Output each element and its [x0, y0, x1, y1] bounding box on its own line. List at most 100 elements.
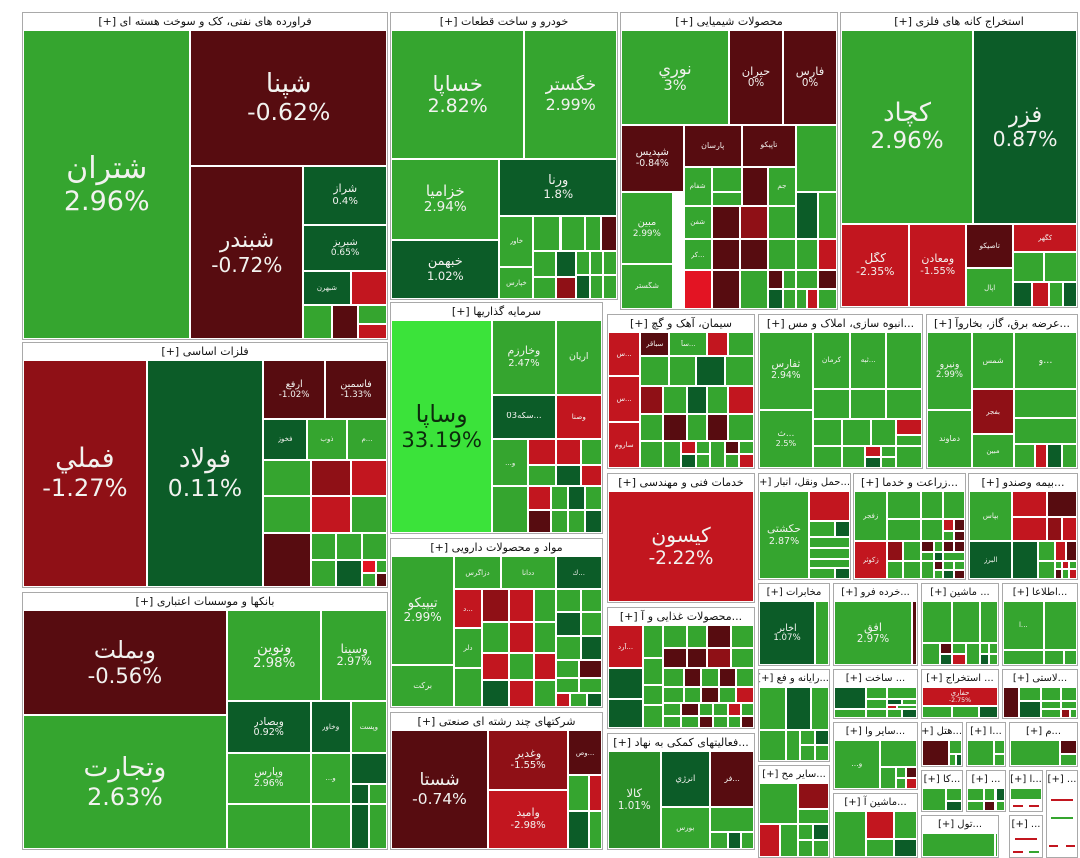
tile-symbol[interactable]: ومعادن -1.55% — [909, 223, 967, 307]
tile-cell[interactable] — [736, 686, 754, 704]
tile-symbol[interactable]: شستا -0.74% — [391, 730, 489, 849]
tile-symbol[interactable]: شمس — [972, 332, 1014, 390]
tile-symbol[interactable]: حفاري -2.75% — [922, 687, 998, 707]
tile-cell[interactable] — [1041, 700, 1061, 710]
tile-cell[interactable] — [718, 668, 737, 687]
tile-cell[interactable] — [711, 205, 740, 240]
tile-cell[interactable] — [492, 486, 529, 533]
tile-cell[interactable] — [350, 753, 387, 785]
tile-cell[interactable] — [741, 166, 768, 206]
tile-cell[interactable] — [995, 788, 1005, 801]
tile-cell[interactable] — [727, 332, 754, 357]
tile-symbol[interactable]: تاپیکو — [741, 124, 796, 167]
tile-cell[interactable] — [920, 519, 943, 542]
tile-cell[interactable] — [988, 654, 998, 665]
sector-title-metal-mining[interactable]: استخراج کانه های فلزی [+] — [841, 13, 1077, 30]
tile-cell[interactable] — [783, 269, 796, 290]
tile-symbol[interactable]: انرژي — [660, 751, 711, 807]
sector-title-computer[interactable]: ...رایانه و فع [+] — [759, 670, 829, 687]
tile-symbol[interactable]: بورس — [660, 806, 711, 849]
tile-symbol[interactable]: وبملت -0.56% — [23, 610, 227, 716]
tile-cell[interactable] — [783, 289, 796, 309]
tile-cell[interactable] — [920, 541, 934, 552]
tile-cell[interactable] — [1026, 799, 1042, 811]
tile-symbol[interactable]: سباقر — [640, 332, 670, 357]
tile-cell[interactable] — [669, 356, 696, 387]
tile-symbol[interactable]: مبین 2.99% — [621, 191, 673, 265]
tile-cell[interactable] — [1032, 282, 1049, 307]
sector-title-power[interactable]: ...عرضه برق، گاز، بخاروآ [+] — [927, 315, 1077, 332]
tile-symbol[interactable]: ورنا 1.8% — [499, 159, 617, 216]
tile-cell[interactable] — [580, 589, 602, 612]
tile-cell[interactable] — [555, 439, 581, 465]
tile-symbol[interactable]: ...ك — [555, 556, 602, 590]
tile-cell[interactable] — [683, 686, 702, 704]
tile-cell[interactable] — [707, 413, 728, 441]
tile-cell[interactable] — [902, 709, 917, 718]
tile-cell[interactable] — [1047, 807, 1077, 824]
tile-symbol[interactable]: آریان — [555, 320, 602, 395]
tile-cell[interactable] — [727, 715, 741, 728]
tile-cell[interactable] — [663, 668, 684, 687]
tile-cell[interactable] — [759, 687, 786, 730]
tile-cell[interactable] — [795, 191, 818, 240]
tile-symbol[interactable]: ...وص — [568, 730, 602, 776]
tile-cell[interactable] — [906, 766, 917, 778]
tile-cell[interactable] — [1010, 833, 1042, 844]
tile-cell[interactable] — [560, 215, 586, 251]
tile-symbol[interactable]: فارس 0% — [783, 30, 837, 125]
tile-cell[interactable] — [534, 679, 556, 707]
tile-cell[interactable] — [263, 496, 311, 533]
sector-title-misc-w1[interactable]: ... [+] — [1047, 771, 1077, 788]
tile-cell[interactable] — [357, 305, 387, 324]
tile-cell[interactable] — [587, 693, 602, 707]
sector-title-exchange-aux[interactable]: ...فعالیتهای کمکی به نهاد [+] — [608, 734, 754, 751]
sector-title-construction[interactable]: ... ساخت [+] — [834, 670, 917, 687]
tile-symbol[interactable]: ...سکه03 — [492, 394, 556, 440]
tile-cell[interactable] — [920, 561, 934, 579]
tile-cell[interactable] — [555, 464, 581, 487]
tile-cell[interactable] — [988, 643, 998, 655]
tile-cell[interactable] — [1060, 709, 1070, 718]
tile-cell[interactable] — [850, 389, 887, 420]
tile-cell[interactable] — [812, 446, 843, 468]
sector-title-engineering[interactable]: خدمات فنی و مهندسی [+] — [608, 474, 754, 491]
tile-symbol[interactable]: شفام — [683, 166, 712, 206]
tile-cell[interactable] — [555, 678, 579, 694]
tile-cell[interactable] — [933, 570, 943, 579]
tile-cell[interactable] — [912, 601, 917, 665]
tile-cell[interactable] — [812, 823, 829, 840]
tile-cell[interactable] — [710, 806, 754, 833]
tile-cell[interactable] — [226, 803, 311, 849]
tile-cell[interactable] — [1064, 649, 1077, 665]
tile-cell[interactable] — [902, 561, 921, 579]
tile-cell[interactable] — [834, 568, 850, 579]
tile-symbol[interactable]: شپنا -0.62% — [190, 30, 387, 166]
tile-cell[interactable] — [368, 784, 387, 804]
tile-cell[interactable] — [887, 519, 921, 542]
tile-symbol[interactable]: زکوثر — [854, 541, 888, 579]
tile-cell[interactable] — [1046, 491, 1077, 518]
tile-symbol[interactable]: ...س — [608, 375, 641, 422]
sector-title-pharma[interactable]: مواد و محصولات دارویی [+] — [391, 539, 602, 556]
tile-cell[interactable] — [886, 332, 922, 390]
tile-symbol[interactable]: و... — [310, 753, 351, 804]
tile-cell[interactable] — [942, 570, 954, 579]
tile-cell[interactable] — [568, 775, 590, 811]
tile-cell[interactable] — [580, 439, 602, 465]
tile-symbol[interactable]: شبهرن — [303, 271, 351, 305]
tile-cell[interactable] — [533, 250, 556, 278]
sector-title-multi-industry[interactable]: شرکتهای چند رشته ای صنعتی [+] — [391, 713, 602, 730]
tile-symbol[interactable]: اخابر 1.07% — [759, 601, 815, 665]
tile-cell[interactable] — [707, 647, 731, 669]
tile-cell[interactable] — [578, 660, 602, 679]
tile-cell[interactable] — [580, 611, 602, 637]
tile-cell[interactable] — [603, 250, 617, 275]
tile-cell[interactable] — [686, 413, 708, 441]
tile-symbol[interactable]: افق 2.97% — [834, 601, 913, 665]
tile-cell[interactable] — [759, 823, 780, 857]
tile-cell[interactable] — [1038, 541, 1056, 561]
tile-cell[interactable] — [1061, 569, 1070, 579]
tile-cell[interactable] — [534, 622, 556, 653]
tile-cell[interactable] — [707, 625, 731, 648]
